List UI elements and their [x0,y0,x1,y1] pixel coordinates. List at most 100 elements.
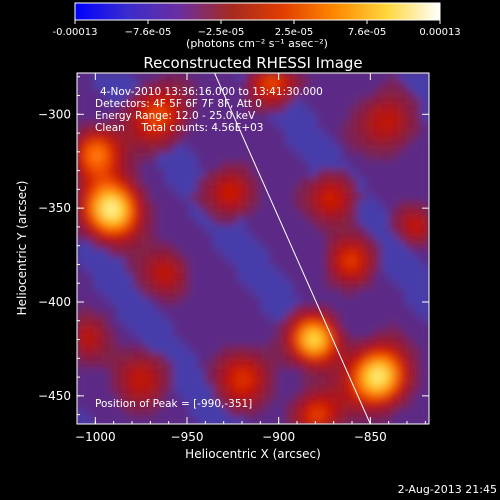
heatmap-cell [333,129,342,138]
heatmap-cell [85,305,94,314]
heatmap-cell [381,329,390,338]
heatmap-cell [253,409,262,418]
heatmap-cell [413,137,422,146]
heatmap-cell [373,105,382,114]
solar-limb-line [214,73,371,424]
heatmap-cell [181,361,190,370]
heatmap-cell [333,89,342,98]
heatmap-cell [357,225,366,234]
heatmap-cell [85,81,94,90]
heatmap-cell [205,393,214,402]
heatmap-cell [117,249,126,258]
heatmap-cell [405,297,414,306]
heatmap-cell [205,321,214,330]
heatmap-cell [277,281,286,290]
heatmap-cell [229,377,238,386]
heatmap-cell [221,393,230,402]
heatmap-cell [93,97,102,106]
heatmap-cell [381,409,390,418]
heatmap-cell [365,161,374,170]
heatmap-cell [285,257,294,266]
heatmap-cell [397,89,406,98]
heatmap-cell [381,129,390,138]
heatmap-cell [309,153,318,162]
heatmap-cell [237,145,246,154]
heatmap-cell [349,145,358,154]
heatmap-cell [349,113,358,122]
heatmap-cell [205,153,214,162]
colorbar-tick-label: −2.5e-05 [198,27,245,38]
heatmap-cell [277,337,286,346]
footer-timestamp: 2-Aug-2013 21:45 [398,483,497,496]
heatmap-cell [173,321,182,330]
heatmap-cell [373,257,382,266]
heatmap-cell [405,105,414,114]
heatmap-cell [189,145,198,154]
heatmap-cell [109,105,118,114]
heatmap-cell [237,73,246,82]
heatmap-cell [421,217,429,226]
heatmap-cell [269,153,278,162]
heatmap-cell [277,321,286,330]
heatmap-cell [269,233,278,242]
heatmap-cell [189,377,198,386]
heatmap-cell [221,257,230,266]
heatmap-cell [341,289,350,298]
heatmap-cell [141,185,150,194]
heatmap-cell [397,417,406,424]
heatmap-cell [157,185,166,194]
heatmap-cell [325,241,334,250]
heatmap-cell [253,401,262,410]
heatmap-cell [109,233,118,242]
heatmap-cell [101,73,110,82]
heatmap-cell [93,265,102,274]
heatmap-cell [285,297,294,306]
heatmap-cell [77,409,86,418]
heatmap-cell [277,113,286,122]
heatmap-cell [93,201,102,210]
y-axis-label: Heliocentric Y (arcsec) [15,181,29,316]
heatmap-cell [229,145,238,154]
heatmap-cell [309,217,318,226]
heatmap-cell [117,121,126,130]
heatmap-cell [381,353,390,362]
heatmap-cell [325,153,334,162]
heatmap-cell [381,401,390,410]
heatmap-cell [181,241,190,250]
heatmap-cell [125,169,134,178]
heatmap-cell [269,177,278,186]
heatmap-cell [341,209,350,218]
heatmap-cell [197,409,206,418]
heatmap-cell [197,129,206,138]
heatmap-cell [261,289,270,298]
heatmap-cell [269,337,278,346]
heatmap-cell [285,409,294,418]
heatmap-cell [253,337,262,346]
heatmap-cell [269,209,278,218]
heatmap-cell [197,305,206,314]
heatmap-cell [93,161,102,170]
heatmap-cell [397,329,406,338]
heatmap-cell [197,353,206,362]
heatmap-cell [117,337,126,346]
heatmap-cell [293,113,302,122]
heatmap-cell [133,377,142,386]
heatmap-cell [325,81,334,90]
heatmap-cell [77,153,86,162]
heatmap-cell [197,337,206,346]
heatmap-cell [221,369,230,378]
heatmap-cell [261,185,270,194]
heatmap-cell [93,233,102,242]
heatmap-cell [181,121,190,130]
heatmap-cell [229,273,238,282]
heatmap-cell [245,105,254,114]
heatmap-cell [405,281,414,290]
heatmap-cell [413,369,422,378]
heatmap-cell [197,281,206,290]
heatmap-cell [349,345,358,354]
heatmap-cell [165,249,174,258]
heatmap-cell [269,217,278,226]
heatmap-cell [157,409,166,418]
heatmap-cell [349,305,358,314]
heatmap-cell [261,361,270,370]
